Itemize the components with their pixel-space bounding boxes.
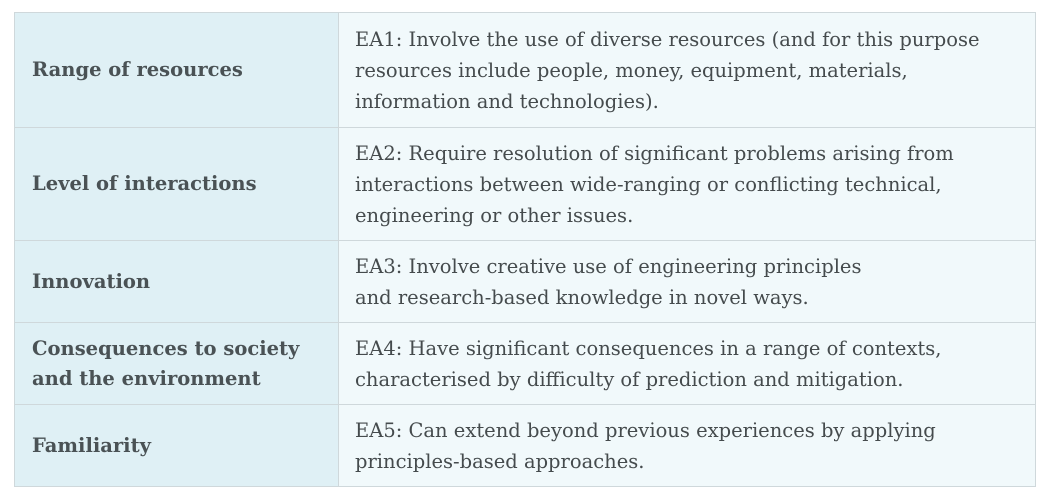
criterion-description-cell: EA3: Involve creative use of engineering… — [338, 240, 1036, 323]
criterion-description-cell: EA2: Require resolution of significant p… — [338, 127, 1036, 241]
criterion-description-cell: EA5: Can extend beyond previous experien… — [338, 404, 1036, 487]
criterion-description-line: EA2: Require resolution of significant p… — [355, 141, 954, 165]
criterion-label-cell: Level of interactions — [14, 127, 339, 241]
criterion-description-cell: EA1: Involve the use of diverse resource… — [338, 12, 1036, 128]
table-row: Level of interactions EA2: Require resol… — [14, 127, 1036, 241]
criterion-description-line: EA4: Have significant consequences in a … — [355, 336, 942, 360]
criterion-label: Innovation — [32, 269, 151, 293]
criterion-description-line: principles-based approaches. — [355, 449, 645, 473]
criteria-table: Range of resources EA1: Involve the use … — [14, 12, 1036, 487]
criterion-description-line: EA5: Can extend beyond previous experien… — [355, 418, 936, 442]
criterion-description-cell: EA4: Have significant consequences in a … — [338, 322, 1036, 405]
criterion-description-line: interactions between wide-ranging or con… — [355, 172, 942, 196]
criterion-description-line: information and technologies). — [355, 89, 659, 113]
table-row: Familiarity EA5: Can extend beyond previ… — [14, 404, 1036, 487]
criterion-label: Familiarity — [32, 433, 151, 457]
table-row: Consequences to society and the environm… — [14, 322, 1036, 405]
criteria-table-container: Range of resources EA1: Involve the use … — [14, 12, 1036, 487]
criterion-label-cell: Familiarity — [14, 404, 339, 487]
table-row: Range of resources EA1: Involve the use … — [14, 12, 1036, 128]
criterion-description-line: engineering or other issues. — [355, 203, 634, 227]
criterion-label: Consequences to society — [32, 336, 300, 360]
criterion-description-line: EA3: Involve creative use of engineering… — [355, 254, 862, 278]
criterion-description-line: resources include people, money, equipme… — [355, 58, 908, 82]
criterion-description-line: and research-based knowledge in novel wa… — [355, 285, 809, 309]
criterion-description-line: characterised by difficulty of predictio… — [355, 367, 904, 391]
criterion-label-cell: Range of resources — [14, 12, 339, 128]
criterion-description-line: EA1: Involve the use of diverse resource… — [355, 27, 980, 51]
criterion-label-cell: Innovation — [14, 240, 339, 323]
criterion-label-cell: Consequences to society and the environm… — [14, 322, 339, 405]
criterion-label: Range of resources — [32, 58, 243, 81]
criterion-label: and the environment — [32, 366, 261, 390]
table-row: Innovation EA3: Involve creative use of … — [14, 240, 1036, 323]
criterion-label: Level of interactions — [32, 172, 257, 195]
